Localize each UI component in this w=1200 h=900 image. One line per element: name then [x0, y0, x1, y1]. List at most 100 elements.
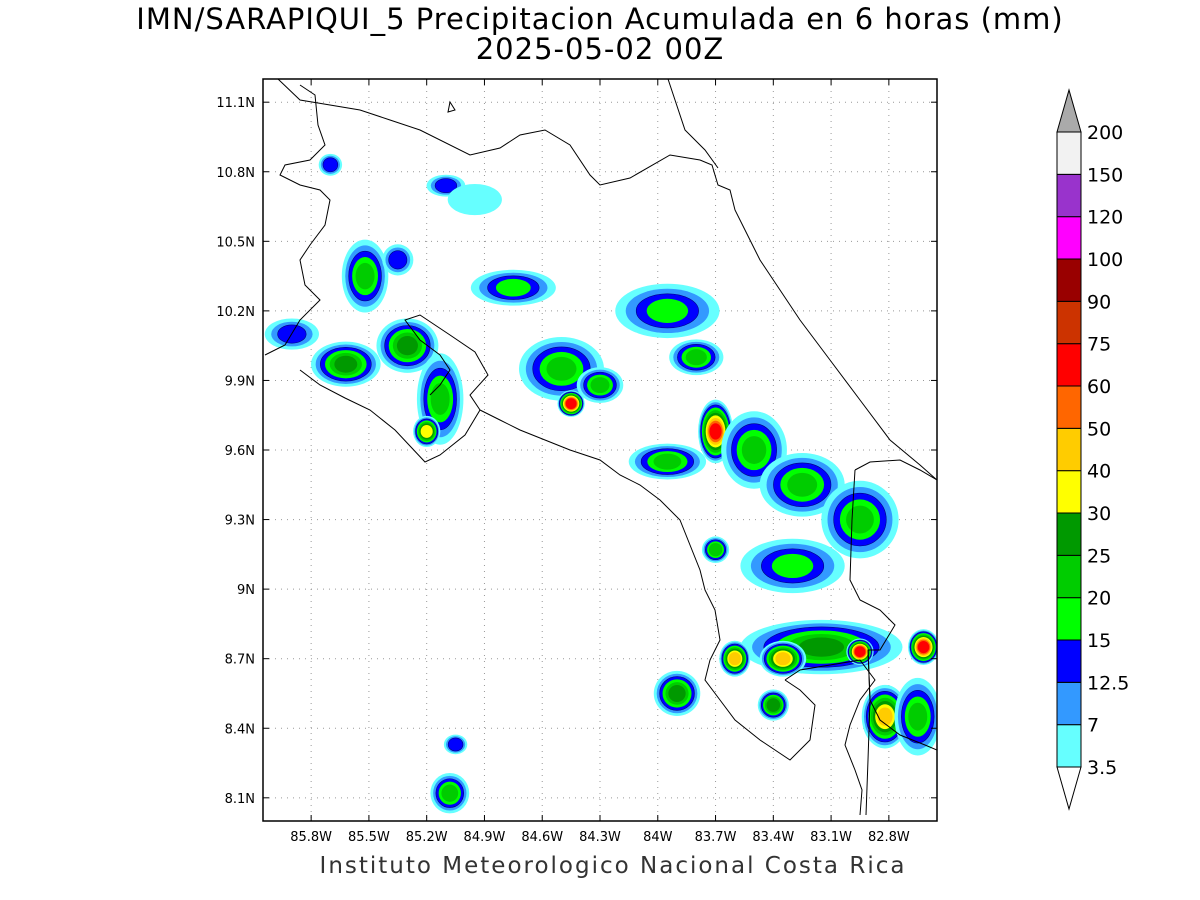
lat-tick-label: 9N	[237, 583, 255, 598]
lon-tick-label: 84W	[643, 830, 673, 845]
colorbar-swatch	[1056, 131, 1082, 175]
precip-cell	[877, 707, 893, 726]
lon-tick-label: 83.1W	[810, 830, 852, 845]
precip-cell	[766, 698, 781, 712]
lon-tick-label: 82.8W	[868, 830, 910, 845]
lon-tick-label: 84.9W	[464, 830, 506, 845]
precip-cell	[798, 637, 845, 657]
precip-cell	[846, 505, 874, 534]
longitude-axis: 85.8W 85.5W 85.2W 84.9W 84.6W 84.3W 84W 83.7W 83…	[290, 79, 910, 845]
map-datetime: 2025-05-02 00Z	[475, 32, 725, 66]
precip-cell	[441, 784, 459, 802]
precip-cell	[334, 355, 358, 373]
colorbar-label: 3.5	[1087, 757, 1117, 779]
colorbar-label: 50	[1087, 418, 1111, 440]
precip-cell	[854, 646, 866, 658]
lat-tick-label: 10.8N	[216, 166, 255, 181]
colorbar-label: 100	[1087, 249, 1123, 271]
colorbar-swatch	[1056, 216, 1082, 260]
precip-cell	[322, 157, 339, 173]
colorbar-swatch	[1056, 554, 1082, 599]
precip-cell	[775, 652, 791, 666]
lon-tick-label: 85.2W	[406, 830, 448, 845]
colorbar-label: 40	[1087, 461, 1111, 483]
lat-tick-label: 9.6N	[225, 444, 255, 459]
lat-tick-label: 11.1N	[216, 96, 255, 111]
central-pacific-coast	[479, 409, 816, 761]
lat-tick-label: 9.9N	[225, 374, 255, 389]
precip-cell	[447, 183, 502, 216]
colorbar-label: 90	[1087, 291, 1111, 313]
precip-cell	[355, 262, 375, 290]
colorbar-label: 120	[1087, 207, 1123, 229]
gulf-nicoya-coast	[299, 314, 489, 463]
colorbar-swatch	[1056, 258, 1082, 302]
colorbar-label: 200	[1087, 122, 1123, 144]
colorbar-label: 150	[1087, 164, 1123, 186]
precip-cell	[685, 349, 707, 366]
panama-border-line	[849, 459, 937, 751]
precip-cell	[420, 425, 433, 438]
lon-tick-label: 83.7W	[695, 830, 737, 845]
colorbar-over-arrow	[1056, 88, 1082, 133]
precip-cell	[917, 640, 930, 654]
osa-peninsula-coast	[784, 659, 876, 816]
colorbar-swatch	[1056, 681, 1082, 726]
colorbar-label: 7	[1087, 715, 1099, 737]
map-title: IMN/SARAPIQUI_5 Precipitacion Acumulada …	[136, 2, 1064, 36]
lat-tick-label: 8.7N	[225, 653, 255, 668]
lon-tick-label: 84.3W	[579, 830, 621, 845]
precip-cell	[771, 553, 814, 579]
latitude-axis: 11.1N 10.8N 10.5N 10.2N 9.9N 9.6N 9.3N 9N 8.7N 8.…	[216, 96, 937, 807]
colorbar-swatch	[1056, 639, 1082, 683]
colorbar-label: 75	[1087, 334, 1111, 356]
precipitation-field	[264, 153, 937, 814]
precip-cell	[430, 383, 450, 415]
colorbar-label: 60	[1087, 376, 1111, 398]
precip-cell	[396, 336, 418, 356]
colorbar-label: 12.5	[1087, 672, 1129, 694]
colorbar-label: 30	[1087, 503, 1111, 525]
lat-tick-label: 8.1N	[225, 792, 255, 807]
colorbar-swatch	[1056, 427, 1082, 472]
precip-cell	[646, 298, 689, 323]
nicoya-coast	[264, 84, 331, 356]
colorbar-swatch	[1056, 385, 1082, 429]
colorbar-swatch	[1056, 724, 1082, 768]
precip-cell	[741, 436, 767, 464]
lon-tick-label: 84.6W	[521, 830, 563, 845]
precip-cell	[708, 543, 723, 557]
coastlines-borders	[264, 79, 937, 816]
precip-cell	[728, 652, 741, 666]
precip-cell	[668, 684, 686, 702]
lon-tick-label: 83.4W	[752, 830, 794, 845]
precip-cell	[787, 472, 818, 497]
lat-tick-label: 8.4N	[225, 722, 255, 737]
precip-cell	[434, 178, 458, 194]
precip-cell	[908, 702, 928, 731]
footer-credit: Instituto Meteorologico Nacional Costa R…	[319, 853, 907, 879]
colorbar-under-arrow	[1056, 766, 1082, 811]
colorbar-legend: 3.5 7 12.5 15 20 25 30 40 50 60 75 90 100 120 150 200	[1056, 88, 1129, 811]
precip-cell	[388, 250, 408, 270]
colorbar-swatch	[1056, 343, 1082, 387]
north-coast-line	[667, 79, 719, 169]
precip-cell	[709, 423, 722, 440]
colorbar-label: 25	[1087, 545, 1111, 567]
precip-cell	[590, 377, 610, 394]
precip-cell	[565, 398, 577, 410]
lon-tick-label: 85.8W	[290, 830, 332, 845]
colorbar-label: 20	[1087, 588, 1111, 610]
lat-tick-label: 9.3N	[225, 514, 255, 529]
precip-cell	[653, 453, 682, 470]
colorbar-label: 15	[1087, 630, 1111, 652]
lon-tick-label: 85.5W	[348, 830, 390, 845]
small-island	[447, 100, 456, 113]
precip-cell	[546, 356, 577, 381]
north-border-line	[277, 79, 937, 481]
colorbar-swatch	[1056, 300, 1082, 345]
lat-tick-label: 10.2N	[216, 305, 255, 320]
precip-cell	[447, 737, 464, 752]
colorbar-swatch	[1056, 597, 1082, 641]
